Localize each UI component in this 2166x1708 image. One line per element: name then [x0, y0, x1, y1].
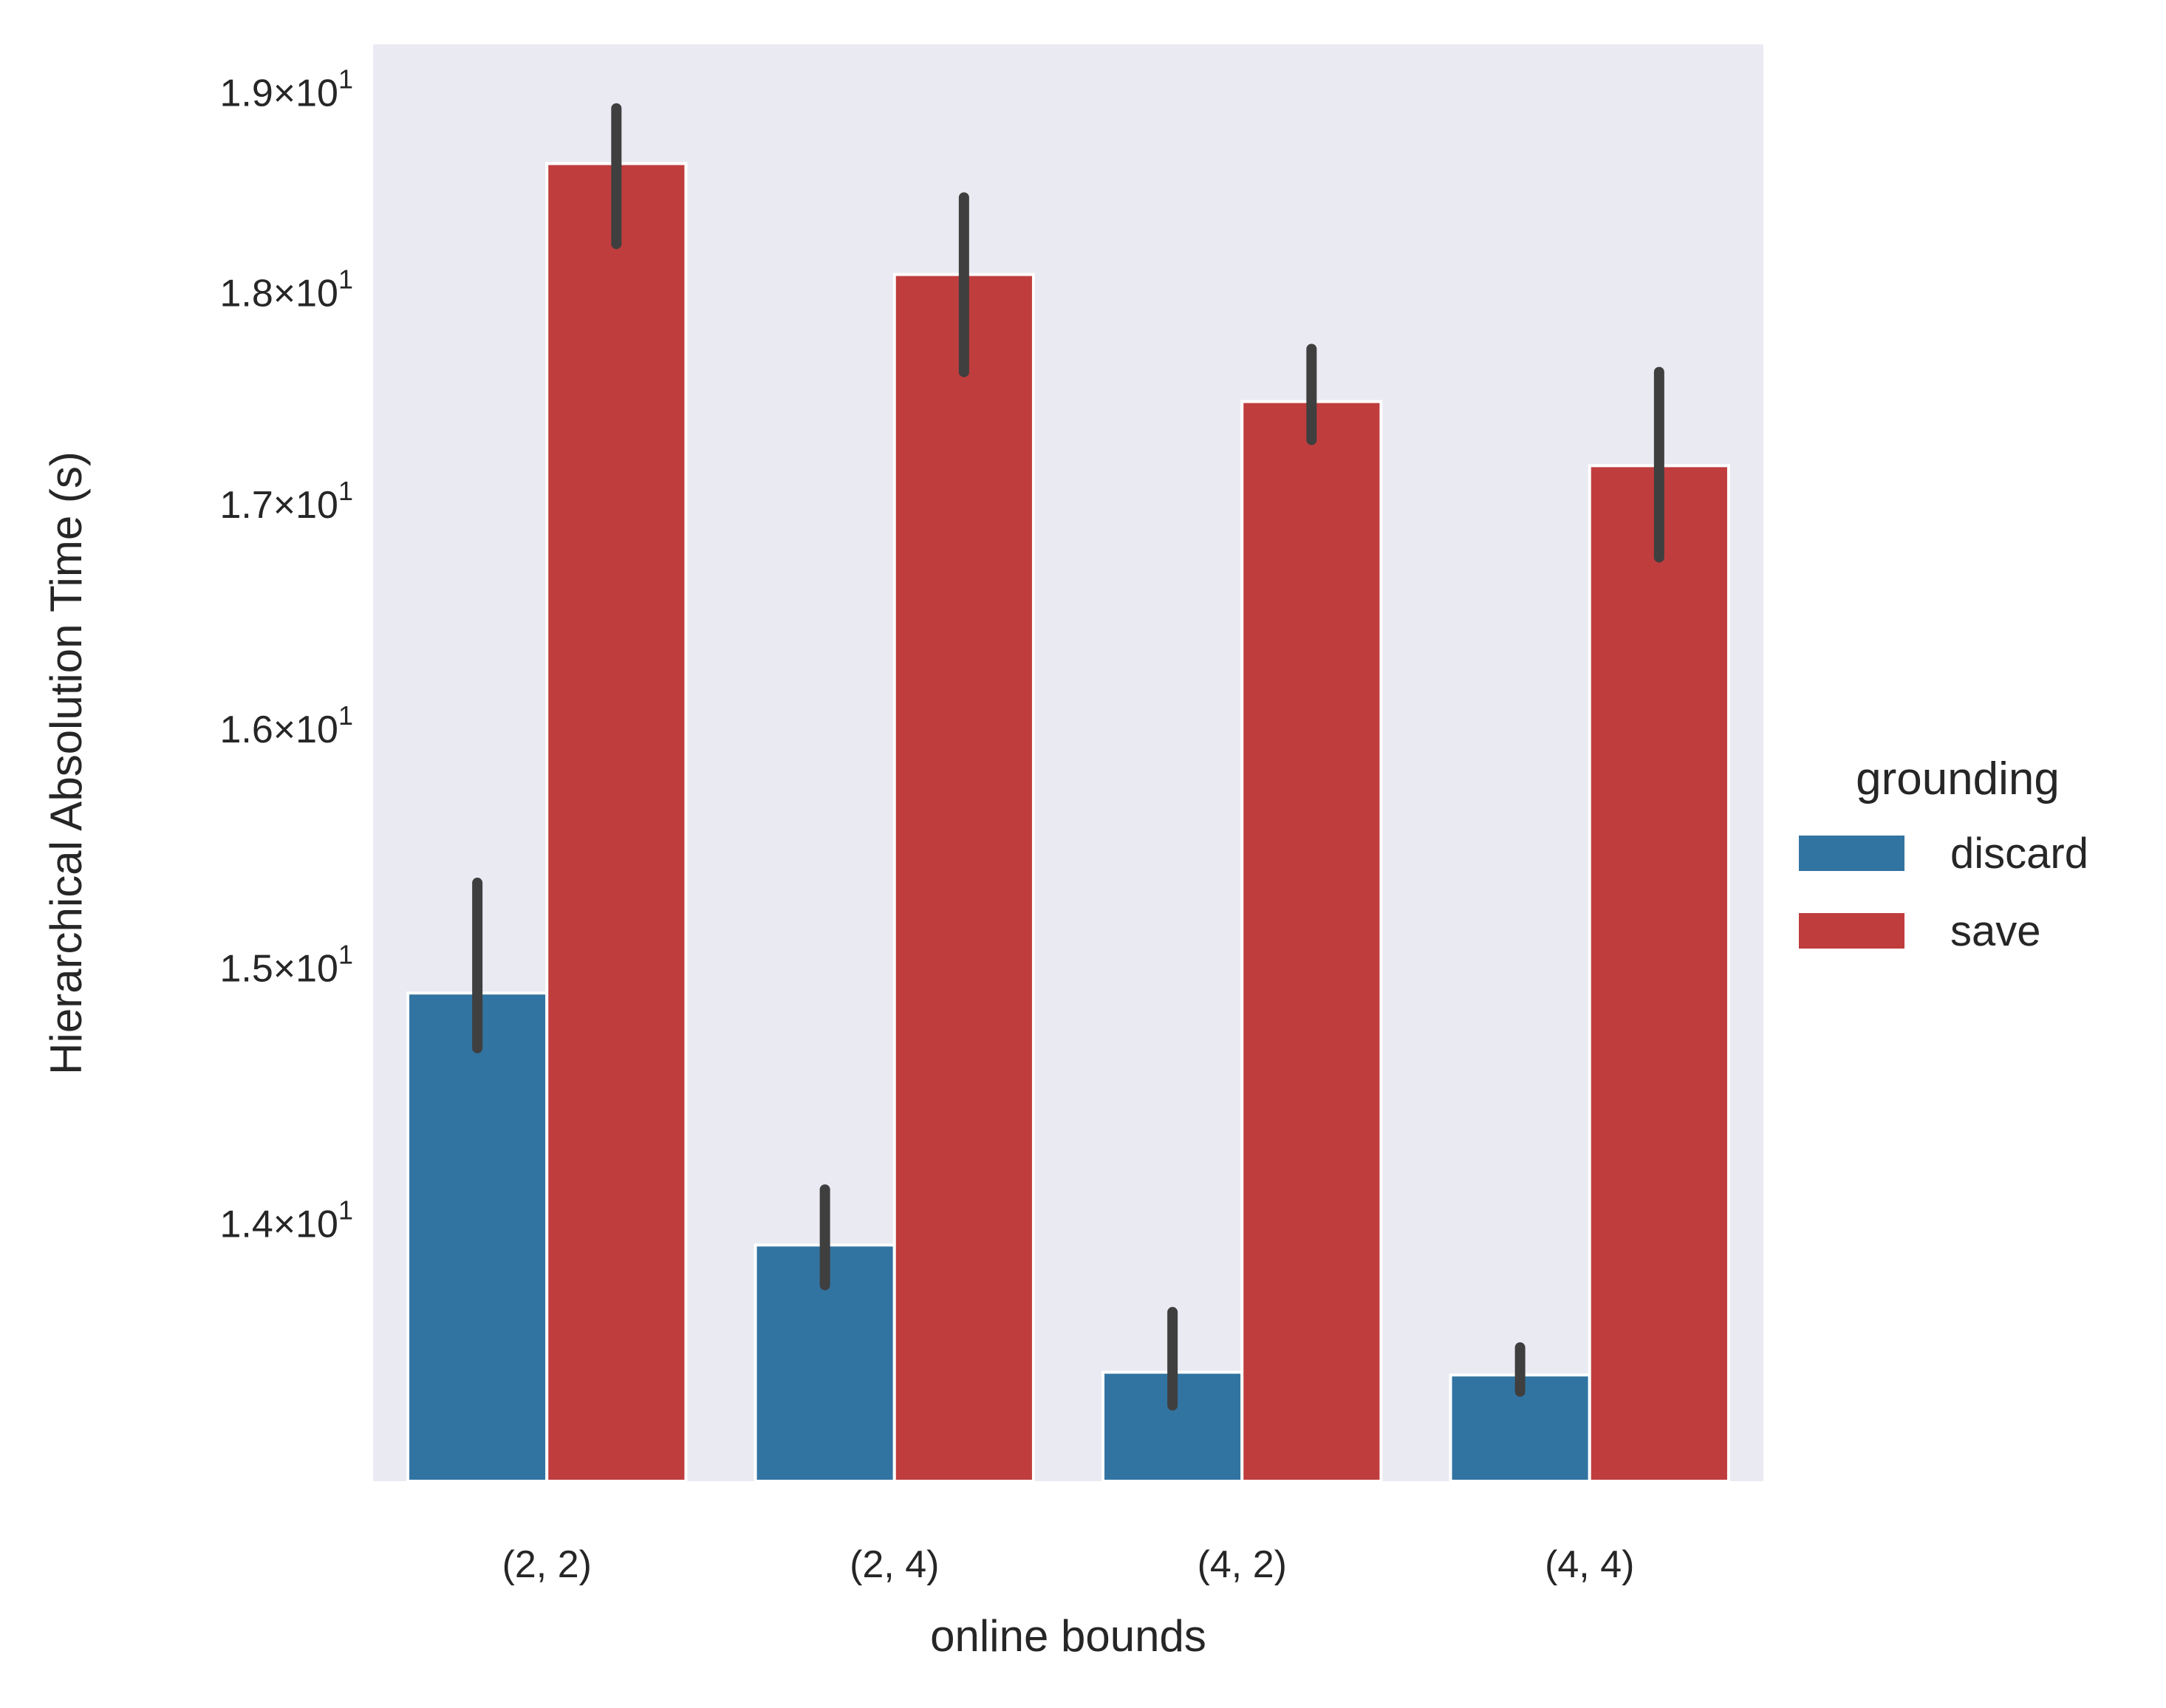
- bars: [406, 162, 1730, 1483]
- x-tick-label: (2, 4): [850, 1543, 939, 1586]
- bar-save-3: [1588, 464, 1730, 1483]
- legend: grounding discard save: [1799, 754, 2088, 955]
- y-tick-label: 1.5×101: [219, 940, 353, 991]
- x-axis-ticks: (2, 2) (2, 4) (4, 2) (4, 4): [502, 1543, 1635, 1586]
- y-tick-label: 1.8×101: [219, 264, 353, 315]
- legend-swatch-discard: [1799, 836, 1904, 871]
- y-axis-label: Hierarchical Absolution Time (s): [41, 451, 91, 1075]
- y-tick-label: 1.9×101: [219, 64, 353, 115]
- error-bars: [472, 103, 1664, 1411]
- legend-label-discard: discard: [1950, 830, 2088, 878]
- bar-save-0: [545, 162, 688, 1483]
- bar-save-2: [1240, 400, 1383, 1483]
- legend-title: grounding: [1856, 754, 2060, 805]
- y-tick-label: 1.7×101: [219, 476, 353, 527]
- bar-save-1: [892, 273, 1035, 1483]
- legend-label-save: save: [1950, 907, 2041, 955]
- x-tick-label: (2, 2): [502, 1543, 592, 1586]
- y-tick-label: 1.6×101: [219, 700, 353, 751]
- x-axis-label: online bounds: [930, 1611, 1206, 1661]
- x-tick-label: (4, 2): [1198, 1543, 1287, 1586]
- y-axis-ticks: 1.4×101 1.5×101 1.6×101 1.7×101 1.8×101 1.9×1…: [219, 64, 353, 1246]
- bar-discard-0: [406, 991, 549, 1483]
- x-tick-label: (4, 4): [1545, 1543, 1634, 1586]
- y-tick-label: 1.4×101: [219, 1195, 353, 1246]
- bar-discard-3: [1449, 1373, 1591, 1483]
- legend-swatch-save: [1799, 913, 1904, 949]
